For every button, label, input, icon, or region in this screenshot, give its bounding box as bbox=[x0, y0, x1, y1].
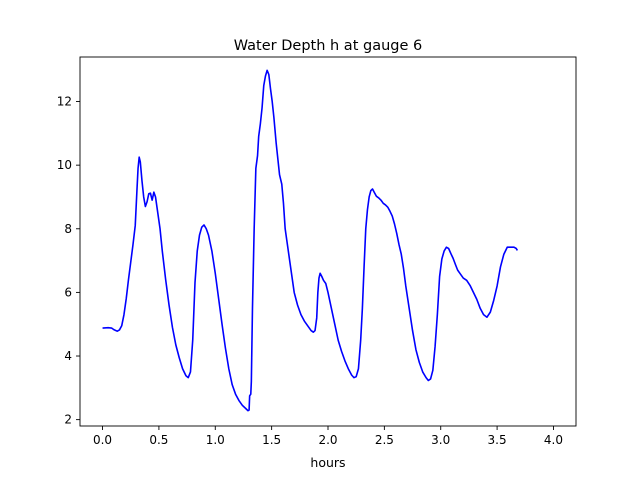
y-tick-label: 6 bbox=[64, 285, 72, 299]
y-tick-label: 2 bbox=[64, 413, 72, 427]
y-axis: 2 4 6 8 10 12 bbox=[57, 95, 80, 427]
y-tick-label: 10 bbox=[57, 158, 72, 172]
y-tick-label: 12 bbox=[57, 95, 72, 109]
y-tick-label: 8 bbox=[64, 222, 72, 236]
x-tick-label: 4.0 bbox=[544, 433, 563, 447]
x-axis: 0.0 0.5 1.0 1.5 2.0 2.5 3.0 3.5 4.0 bbox=[93, 426, 563, 447]
x-tick-label: 1.0 bbox=[206, 433, 225, 447]
x-tick-label: 0.0 bbox=[93, 433, 112, 447]
x-tick-label: 0.5 bbox=[149, 433, 168, 447]
x-tick-label: 3.5 bbox=[488, 433, 507, 447]
x-tick-label: 2.0 bbox=[318, 433, 337, 447]
plot-area-frame bbox=[79, 56, 577, 427]
x-tick-label: 1.5 bbox=[262, 433, 281, 447]
y-tick-label: 4 bbox=[64, 349, 72, 363]
x-tick-label: 2.5 bbox=[375, 433, 394, 447]
x-tick-label: 3.0 bbox=[431, 433, 450, 447]
chart-title: Water Depth h at gauge 6 bbox=[234, 38, 422, 54]
x-axis-label: hours bbox=[310, 455, 345, 470]
depth-series-line bbox=[102, 69, 519, 412]
